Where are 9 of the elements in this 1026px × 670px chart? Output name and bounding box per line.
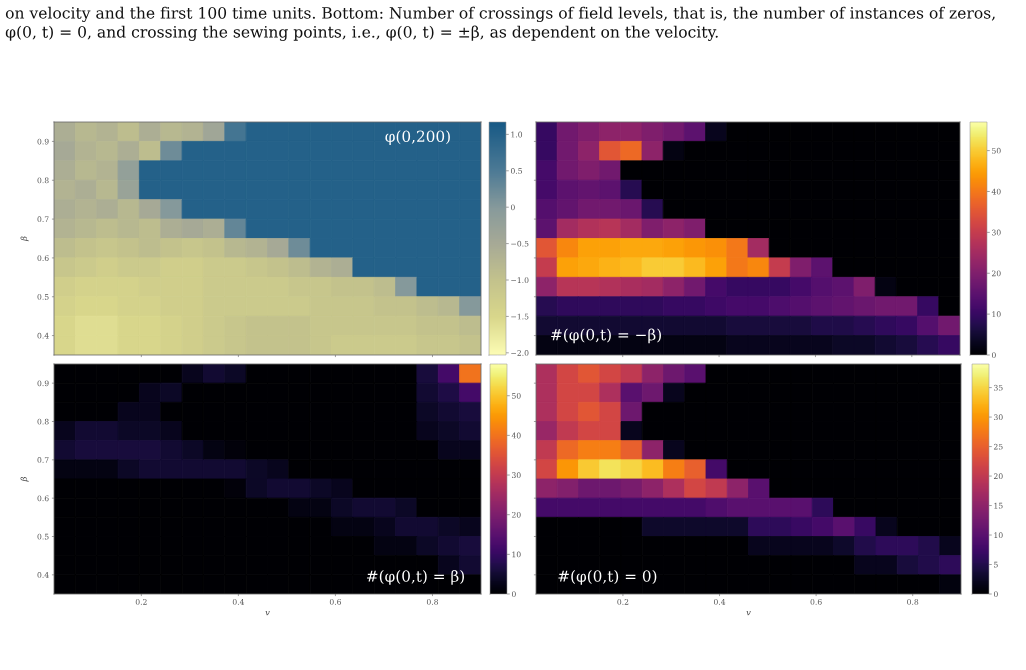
text: #(φ(0,t) = β)	[366, 569, 464, 585]
y-axis-title: β	[20, 476, 29, 482]
x-axis-title: v	[746, 611, 751, 616]
text: #(φ(0,t) = −β)	[551, 328, 661, 344]
y-axis-title: β	[20, 236, 29, 242]
text: on velocity and the first 100 time units. Bottom: Number of crossings of field levels, that is, the number of instances of zeros, φ(0, t) = 0, and crossing the sewing points, i.e., φ(0, t) = ±β, as dependent on the velocity.	[5, 6, 995, 41]
text: #(φ(0,t) = 0)	[558, 570, 657, 585]
x-axis-title: v	[265, 611, 270, 616]
text: φ(0,200)	[385, 130, 450, 145]
